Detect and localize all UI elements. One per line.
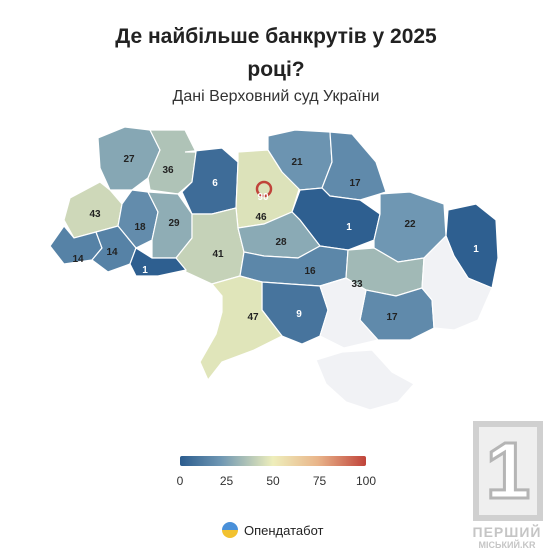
brand: Опендатабот	[222, 520, 323, 540]
map-title: Де найбільше банкрутів у 2025 році?	[115, 25, 437, 81]
region-label-zaporizhzhia: 17	[386, 312, 398, 323]
legend-color-bar	[180, 456, 366, 466]
region-label-volyn: 27	[123, 154, 135, 165]
legend-ticks: 0 25 50 75 100	[176, 474, 376, 488]
region-label-vinnytsia: 41	[212, 249, 224, 260]
region-label-odesa: 47	[247, 312, 259, 323]
region-odesa	[199, 275, 283, 382]
region-label-kyiv-city: 90	[257, 192, 269, 203]
region-kherson	[319, 277, 380, 349]
legend-tick-50: 50	[266, 474, 280, 488]
brand-name: Опендатабот	[244, 522, 324, 538]
region-label-mykolaiv: 9	[296, 309, 302, 320]
region-donetsk	[421, 234, 493, 331]
region-label-rivne: 36	[162, 165, 174, 176]
legend-tick-25: 25	[219, 474, 234, 488]
watermark-logo: 1 ПЕРШИЙ МІСЬКИЙ.KR	[463, 416, 551, 550]
watermark-frame: 1	[473, 421, 543, 521]
map-subtitle: Дані Верховний суд України	[172, 88, 380, 105]
region-label-kyiv-oblast: 46	[255, 212, 267, 223]
region-label-poltava: 1	[346, 222, 352, 233]
legend-tick-100: 100	[355, 474, 377, 488]
watermark-name: ПЕРШИЙ	[472, 524, 542, 540]
region-label-chernivtsi: 1	[142, 265, 148, 276]
region-label-lviv: 43	[89, 209, 101, 220]
region-label-zhytomyr: 6	[212, 178, 218, 189]
region-label-chernihiv: 21	[291, 157, 303, 168]
legend-tick-0: 0	[176, 474, 184, 488]
legend-tick-75: 75	[312, 474, 327, 488]
watermark-site: МІСЬКИЙ.KR	[478, 540, 536, 550]
color-legend: 0 25 50 75 100	[176, 456, 376, 488]
region-label-khmelnytskyi: 29	[168, 218, 180, 229]
region-label-zakarpattia: 14	[72, 254, 84, 265]
region-label-kirovohrad: 16	[304, 266, 316, 277]
region-label-cherkasy: 28	[275, 237, 287, 248]
region-label-ternopil: 18	[134, 222, 146, 233]
region-chernivtsi	[129, 247, 188, 277]
kyiv-city-marker-icon	[255, 180, 273, 198]
region-ivano-frankivsk	[91, 225, 137, 273]
region-sumy	[321, 131, 387, 201]
region-label-dnipropetrovsk: 33	[351, 279, 363, 290]
region-label-luhansk: 1	[473, 244, 479, 255]
region-crimea	[315, 349, 415, 411]
region-label-kharkiv: 22	[404, 219, 416, 230]
region-label-sumy: 17	[349, 178, 361, 189]
region-label-ivano-frankivsk: 14	[106, 247, 118, 258]
watermark-digit: 1	[484, 425, 532, 516]
opendatabot-logo-icon	[222, 522, 238, 538]
